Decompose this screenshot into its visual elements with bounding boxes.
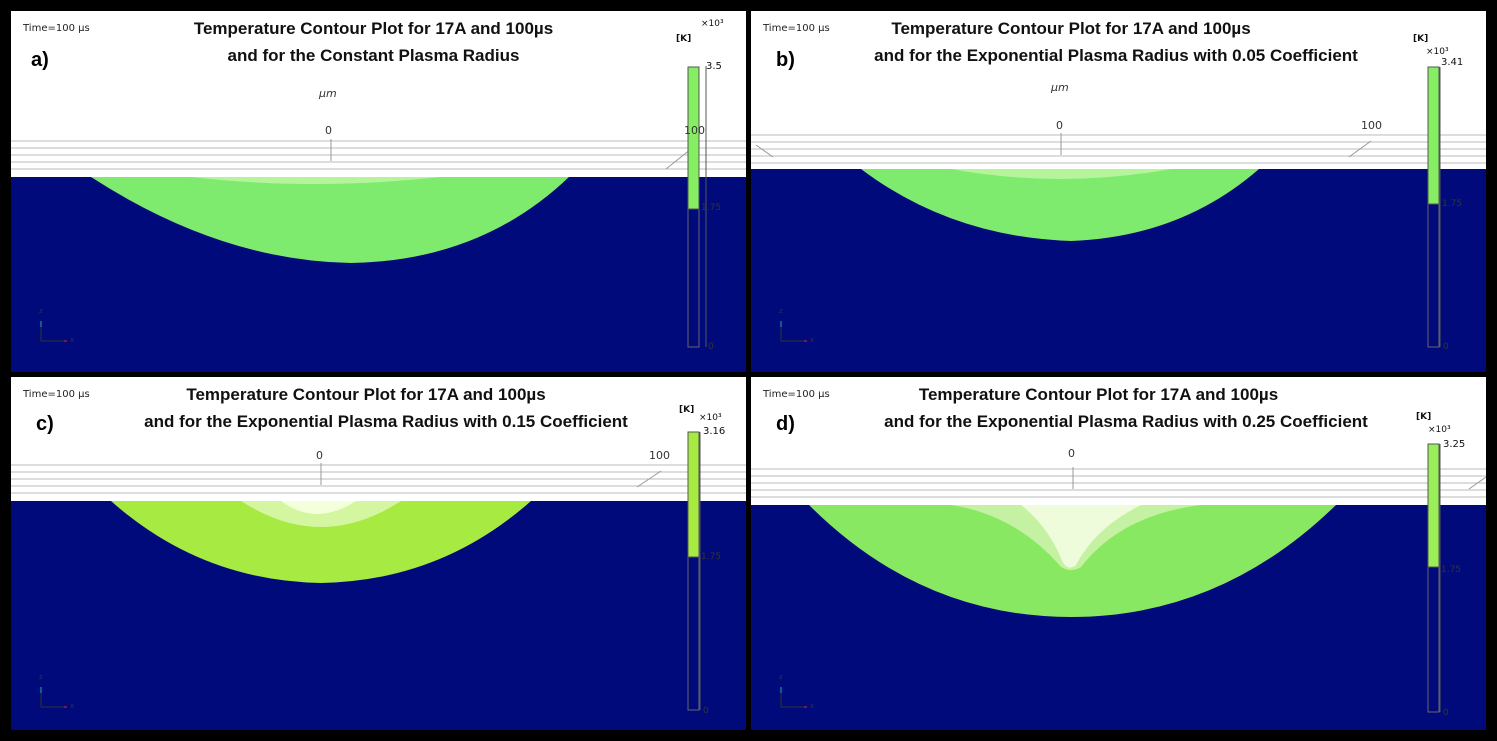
title-line-1: Temperature Contour Plot for 17A and 100… bbox=[918, 385, 1279, 404]
axis-z-label: z bbox=[39, 307, 43, 315]
title-line-2: and for the Exponential Plasma Radius wi… bbox=[144, 412, 628, 431]
colorbar-unit: [K] bbox=[1413, 34, 1429, 44]
panel-title: Temperature Contour Plot for 17A and 100… bbox=[826, 381, 1426, 435]
tick-zero: 0 bbox=[325, 124, 332, 137]
colorbar-mid: 1.75 bbox=[1442, 199, 1463, 209]
tick-hundred: 100 bbox=[684, 124, 705, 137]
contour-plot-b bbox=[751, 66, 1486, 372]
time-label: Time=100 µs bbox=[763, 389, 830, 400]
colorbar-max: 3.16 bbox=[703, 426, 726, 437]
axis-x-label: x bbox=[70, 702, 75, 710]
colorbar-unit: [K] bbox=[1416, 412, 1432, 422]
colorbar-fill bbox=[687, 431, 700, 558]
colorbar-exponent: ×10³ bbox=[699, 413, 722, 423]
panel-letter: a) bbox=[31, 49, 49, 71]
panel-b: Time=100 µs b) Temperature Contour Plot … bbox=[751, 11, 1486, 372]
panel-title: Temperature Contour Plot for 17A and 100… bbox=[81, 381, 691, 435]
colorbar-mid: 1.75 bbox=[701, 203, 722, 213]
colorbar-unit: [K] bbox=[676, 34, 692, 44]
contour-plot-d bbox=[751, 443, 1486, 730]
colorbar-exponent: ×10³ bbox=[1428, 425, 1451, 435]
title-line-1: Temperature Contour Plot for 17A and 100… bbox=[193, 19, 554, 38]
melt-pool bbox=[91, 177, 569, 263]
melt-pool bbox=[111, 501, 531, 583]
unit-label: µm bbox=[319, 87, 337, 100]
tick-hundred: 100 bbox=[1361, 119, 1382, 132]
contour-plot-c bbox=[11, 431, 746, 730]
colorbar-zero: 0 bbox=[1443, 708, 1449, 718]
axis-z-label: z bbox=[779, 673, 783, 681]
colorbar-zero: 0 bbox=[708, 342, 714, 352]
time-label: Time=100 µs bbox=[23, 389, 90, 400]
unit-label: µm bbox=[1051, 81, 1069, 94]
title-line-2: and for the Exponential Plasma Radius wi… bbox=[884, 412, 1368, 431]
title-line-1: Temperature Contour Plot for 17A and 100… bbox=[891, 19, 1251, 38]
colorbar-max: 3.5 bbox=[706, 61, 722, 72]
axis-z-label: z bbox=[779, 307, 783, 315]
colorbar-zero: 0 bbox=[703, 706, 709, 716]
panel-letter: b) bbox=[776, 49, 795, 71]
axis-x-label: x bbox=[70, 336, 75, 344]
title-line-1: Temperature Contour Plot for 17A and 100… bbox=[186, 385, 546, 404]
axis-x-label: x bbox=[810, 336, 815, 344]
panel-letter: c) bbox=[36, 413, 54, 435]
tick-zero: 0 bbox=[1068, 447, 1075, 460]
colorbar-fill bbox=[1427, 66, 1440, 205]
tick-zero: 0 bbox=[1056, 119, 1063, 132]
colorbar-zero: 0 bbox=[1443, 342, 1449, 352]
axis-x-label: x bbox=[810, 702, 815, 710]
melt-pool bbox=[861, 169, 1259, 241]
title-line-2: and for the Exponential Plasma Radius wi… bbox=[874, 46, 1358, 65]
colorbar-exponent: ×10³ bbox=[1426, 47, 1449, 57]
panel-a: Time=100 µs a) Temperature Contour Plot … bbox=[11, 11, 746, 372]
colorbar-fill bbox=[687, 66, 700, 210]
time-label: Time=100 µs bbox=[763, 23, 830, 34]
panel-d: Time=100 µs d) Temperature Contour Plot … bbox=[751, 377, 1486, 730]
panel-title: Temperature Contour Plot for 17A and 100… bbox=[811, 15, 1421, 69]
colorbar-mid: 1.75 bbox=[701, 552, 722, 562]
time-label: Time=100 µs bbox=[23, 23, 90, 34]
colorbar-unit: [K] bbox=[679, 405, 695, 415]
colorbar-max: 3.41 bbox=[1441, 57, 1464, 68]
panel-c: Time=100 µs c) Temperature Contour Plot … bbox=[11, 377, 746, 730]
panel-title: Temperature Contour Plot for 17A and 100… bbox=[111, 15, 636, 69]
contour-plot-a bbox=[11, 66, 746, 372]
colorbar-fill bbox=[1427, 443, 1440, 568]
title-line-2: and for the Constant Plasma Radius bbox=[227, 46, 520, 65]
tick-hundred: 100 bbox=[649, 449, 670, 462]
colorbar-mid: 1.75 bbox=[1441, 565, 1462, 575]
tick-zero: 0 bbox=[316, 449, 323, 462]
panel-letter: d) bbox=[776, 413, 795, 435]
axis-z-label: z bbox=[39, 673, 43, 681]
colorbar-max: 3.25 bbox=[1443, 439, 1466, 450]
colorbar-exponent: ×10³ bbox=[701, 19, 724, 29]
